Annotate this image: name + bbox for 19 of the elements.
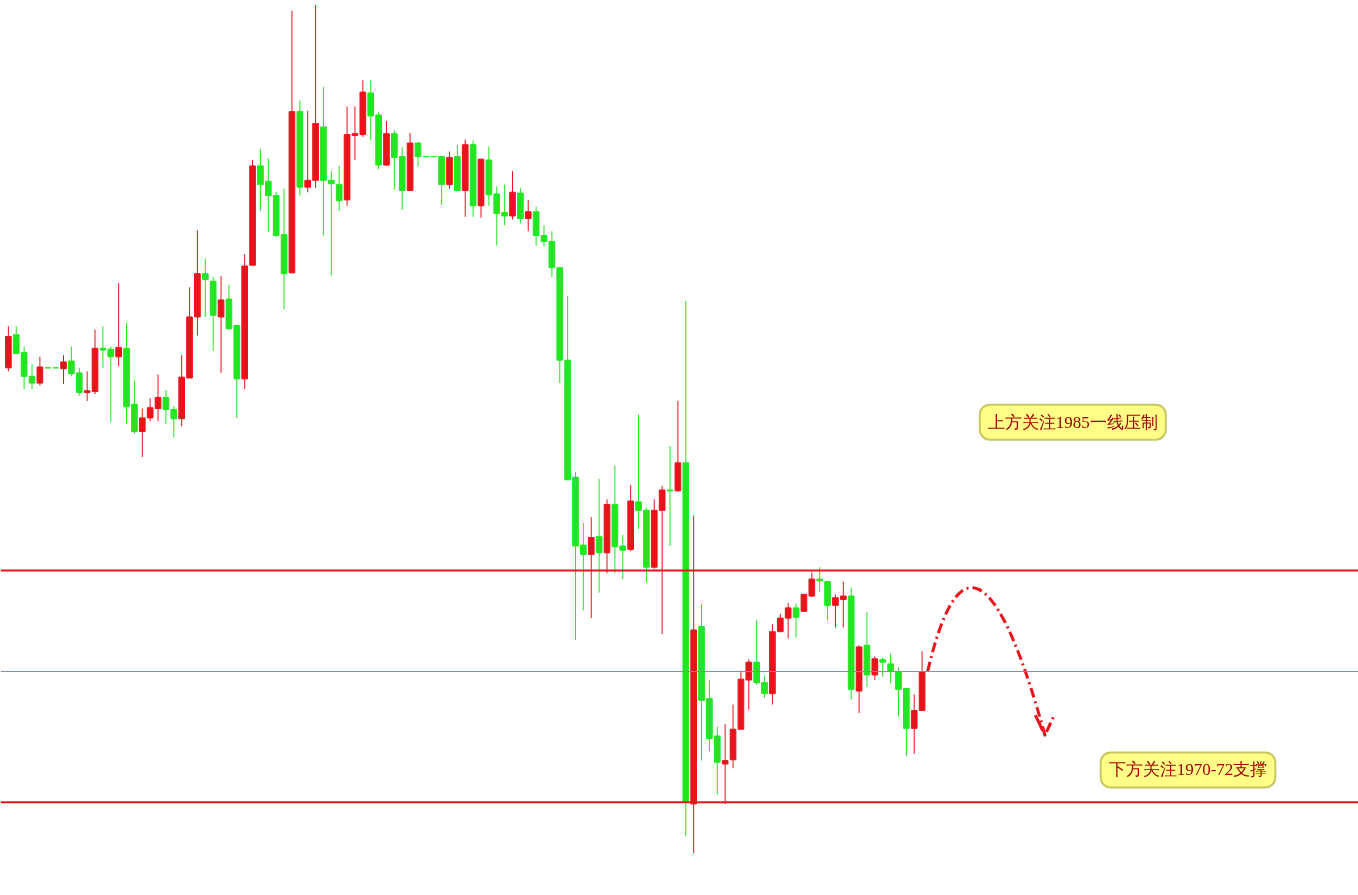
candlestick	[201, 257, 209, 318]
candlestick	[595, 478, 603, 594]
candlestick	[792, 603, 800, 639]
candlestick	[879, 656, 887, 678]
candlestick	[28, 363, 36, 390]
candlestick	[36, 356, 44, 387]
candlestick	[509, 170, 516, 220]
candlestick	[414, 141, 422, 168]
text: 上方关注1985一线压制	[987, 412, 1158, 432]
candlestick	[524, 199, 532, 232]
candlestick	[115, 282, 122, 367]
candlestick	[217, 275, 225, 374]
candlestick	[887, 653, 894, 684]
candlestick	[666, 445, 674, 547]
candlestick	[335, 165, 343, 212]
candlestick	[60, 354, 67, 385]
candlestick	[816, 566, 824, 593]
text: 下方关注1970-72支撑	[1108, 760, 1268, 780]
candlestick	[824, 581, 831, 622]
